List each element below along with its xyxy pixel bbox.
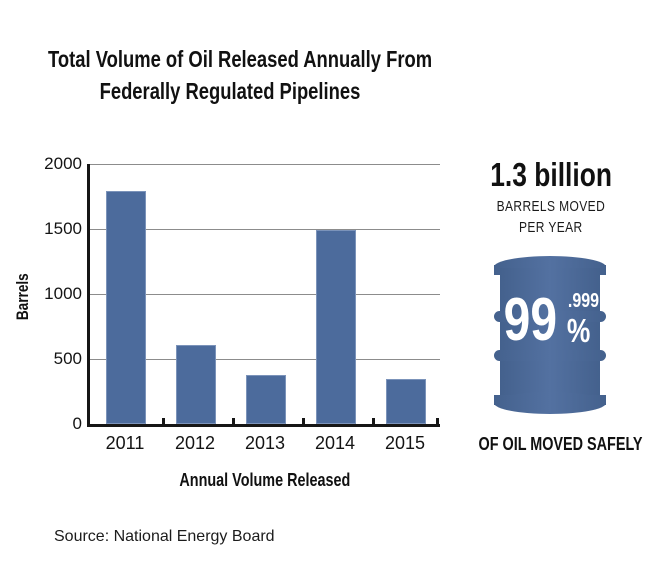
stat-panel: 1.3 billion BARRELS MOVED PER YEAR	[458, 0, 644, 568]
x-axis-tick	[232, 418, 235, 424]
x-axis-tick	[372, 418, 375, 424]
x-axis-tick	[302, 418, 305, 424]
gridline	[90, 358, 440, 360]
source-note: Source: National Energy Board	[54, 528, 275, 545]
safety-percentage: 99 .999 %	[494, 286, 606, 353]
y-tick-label: 1000	[44, 284, 82, 303]
chart-title-line-2: Federally Regulated Pipelines	[99, 78, 361, 104]
x-axis-title: Annual Volume Released	[179, 470, 351, 490]
oil-barrel-icon	[494, 254, 606, 416]
gridline	[90, 293, 440, 295]
stat-caption: OF OIL MOVED SAFELY	[478, 434, 643, 454]
bar	[316, 230, 356, 424]
bar	[176, 345, 216, 424]
y-tick-label: 500	[53, 349, 82, 368]
gridline	[90, 228, 440, 230]
bar	[246, 375, 286, 424]
gridline	[90, 163, 440, 165]
x-tick-label: 2013	[244, 433, 286, 453]
x-tick-label: 2011	[105, 433, 145, 453]
x-tick-label: 2014	[314, 433, 356, 453]
percentage-decimals: .999	[568, 290, 600, 312]
stat-headline: 1.3 billion	[490, 156, 612, 193]
percent-sign: %	[567, 312, 591, 349]
x-axis-line	[87, 424, 440, 427]
y-tick-label: 1500	[44, 219, 82, 238]
x-axis-tick	[436, 418, 439, 424]
x-axis-tick	[162, 418, 165, 424]
percentage-main: 99	[503, 286, 557, 353]
x-tick-label: 2012	[174, 433, 216, 453]
stat-subline-1: BARRELS MOVED	[496, 198, 606, 215]
x-tick-label: 2015	[384, 433, 426, 453]
bar	[386, 379, 426, 424]
y-tick-label: 0	[72, 414, 82, 433]
chart-title-line-1: Total Volume of Oil Released Annually Fr…	[48, 46, 433, 72]
y-tick-label: 2000	[44, 154, 82, 173]
stat-subline-2: PER YEAR	[519, 219, 583, 236]
y-axis-line	[87, 164, 90, 427]
bar	[106, 191, 146, 424]
